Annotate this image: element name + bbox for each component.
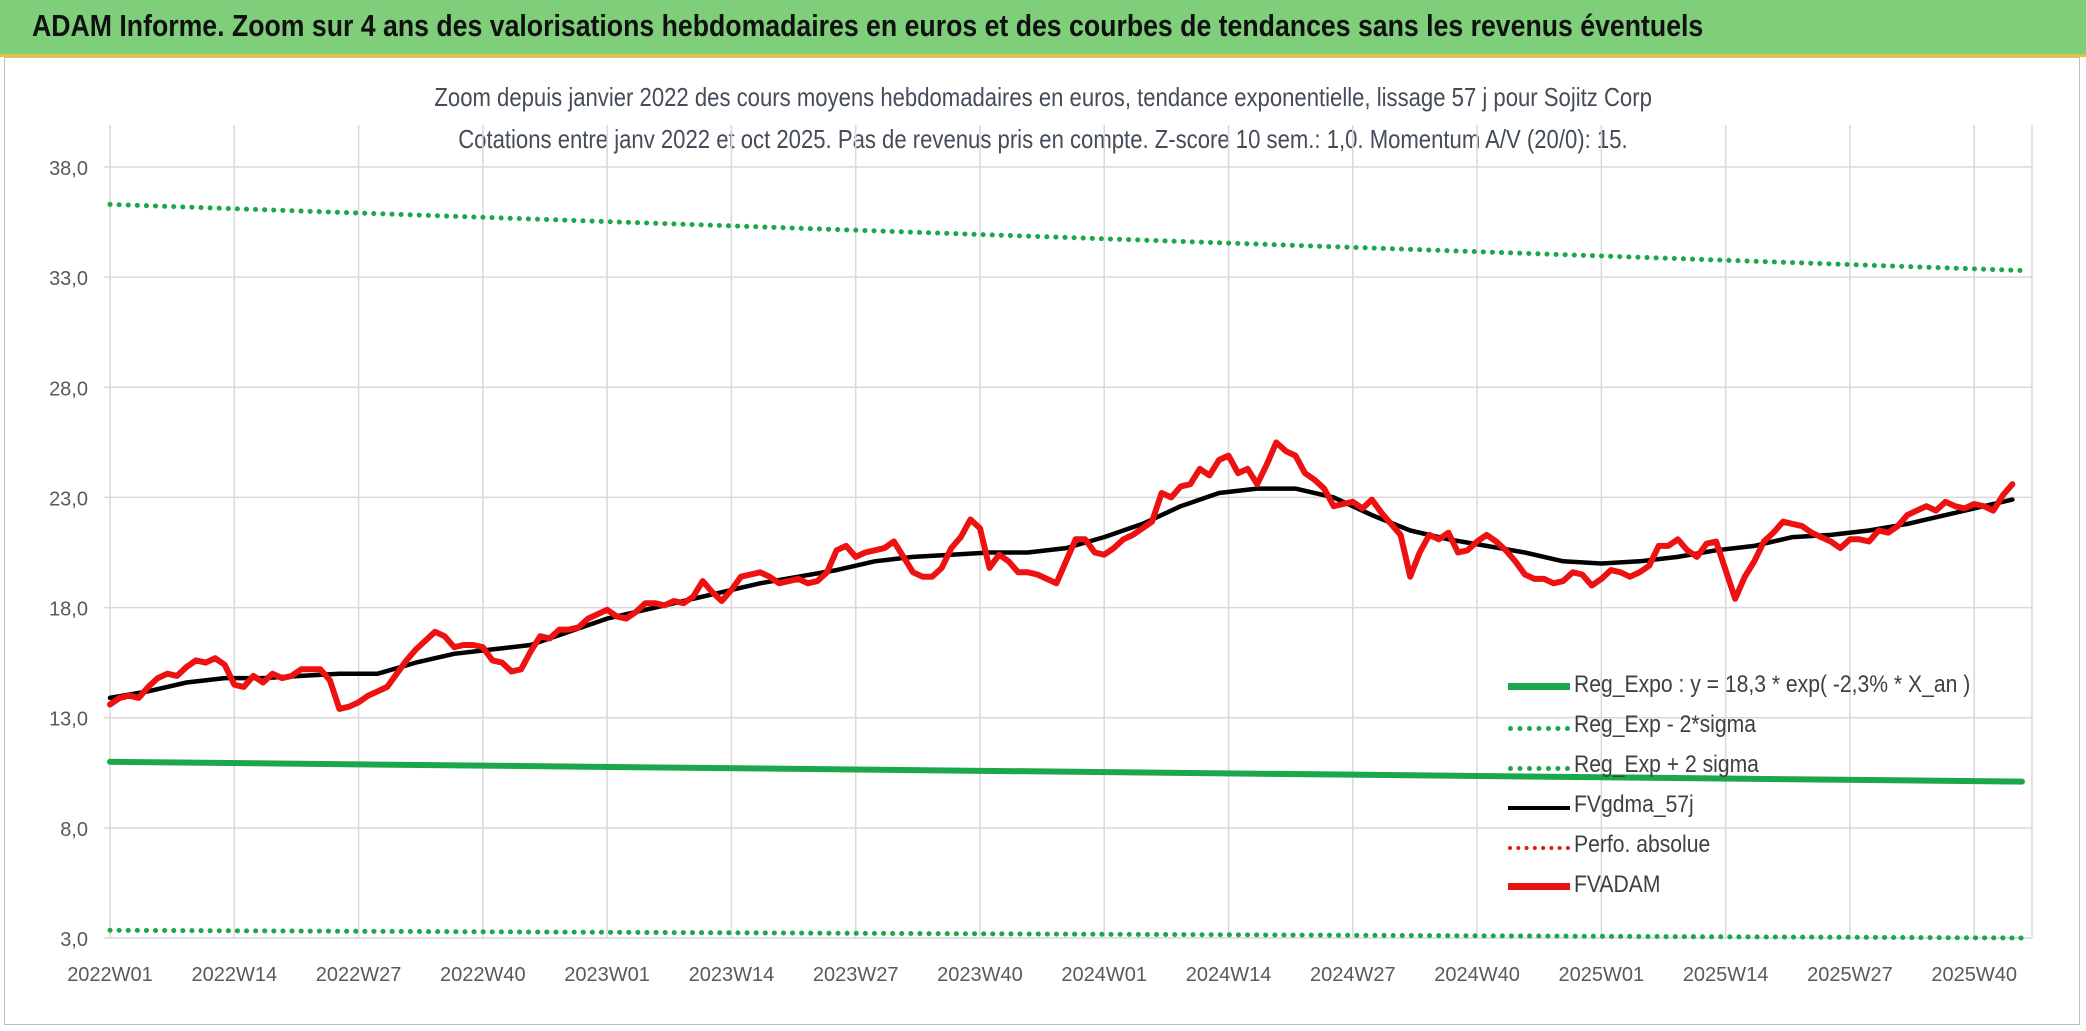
series-line-reg-exp-2-sigma [107, 201, 2025, 273]
chart-subtitle: Cotations entre janv 2022 et oct 2025. P… [0, 124, 2086, 155]
y-tick-label: 3,0 [60, 929, 88, 951]
x-tick-label: 2025W27 [1807, 964, 1893, 986]
series-line-fvgdma-57j [107, 486, 2015, 701]
legend-item-reg-plus: Reg_Exp + 2 sigma [1508, 748, 2068, 788]
y-tick-label: 13,0 [49, 709, 88, 731]
legend-label-reg-plus: Reg_Exp + 2 sigma [1574, 751, 1759, 778]
x-tick-label: 2023W40 [937, 964, 1023, 986]
legend-swatch-fvadam [1508, 883, 1570, 890]
y-tick-label: 38,0 [49, 158, 88, 180]
y-tick-label: 28,0 [49, 378, 88, 400]
x-tick-label: 2022W01 [67, 964, 153, 986]
chart-title: Zoom depuis janvier 2022 des cours moyen… [0, 82, 2086, 113]
x-tick-label: 2023W01 [564, 964, 650, 986]
legend-item-reg-expo: Reg_Expo : y = 18,3 * exp( -2,3% * X_an … [1508, 668, 2068, 708]
series-line-fvadam [107, 439, 2016, 712]
legend-label-perfo: Perfo. absolue [1574, 831, 1711, 858]
legend-label-fvgdma: FVgdma_57j [1574, 791, 1694, 818]
y-tick-label: 33,0 [49, 268, 88, 290]
legend-label-fvadam: FVADAM [1574, 871, 1661, 898]
legend-swatch-reg-expo [1508, 683, 1570, 690]
legend: Reg_Expo : y = 18,3 * exp( -2,3% * X_an … [1508, 668, 2068, 908]
x-tick-label: 2023W14 [689, 964, 775, 986]
y-tick-label: 8,0 [60, 819, 88, 841]
chart-frame [4, 57, 2080, 1025]
legend-swatch-fvgdma [1508, 806, 1570, 810]
x-tick-label: 2022W40 [440, 964, 526, 986]
x-tick-label: 2024W40 [1434, 964, 1520, 986]
legend-item-perfo: Perfo. absolue [1508, 828, 2068, 868]
legend-swatch-perfo [1508, 846, 1570, 850]
x-axis-ticks: 2022W01 2022W14 2022W27 2022W40 2023W01 2023W… [67, 964, 2017, 986]
x-tick-label: 2022W27 [316, 964, 402, 986]
y-tick-label: 23,0 [49, 488, 88, 510]
x-tick-label: 2023W27 [813, 964, 899, 986]
y-axis-ticks: 3,0 8,0 13,0 18,0 23,0 28,0 33,0 38,0 [49, 158, 88, 951]
grid-lines [104, 125, 2033, 939]
legend-item-fvgdma: FVgdma_57j [1508, 788, 2068, 828]
x-tick-label: 2024W01 [1061, 964, 1147, 986]
legend-label-reg-minus: Reg_Exp - 2*sigma [1574, 711, 1756, 738]
legend-label-reg-expo: Reg_Expo : y = 18,3 * exp( -2,3% * X_an … [1574, 671, 1971, 698]
x-tick-label: 2022W14 [191, 964, 277, 986]
legend-swatch-reg-plus [1508, 766, 1570, 771]
legend-item-reg-minus: Reg_Exp - 2*sigma [1508, 708, 2068, 748]
legend-item-fvadam: FVADAM [1508, 868, 2068, 908]
legend-swatch-reg-minus [1508, 726, 1570, 731]
x-tick-label: 2025W40 [1931, 964, 2017, 986]
x-tick-label: 2025W14 [1683, 964, 1769, 986]
x-tick-label: 2025W01 [1559, 964, 1645, 986]
series-line-reg-exp-2-sigma [107, 927, 2025, 941]
chart-title-text: Zoom depuis janvier 2022 des cours moyen… [434, 82, 1652, 112]
series-line-reg-expo-y-18-3-exp-2-3-x-an [107, 758, 2025, 785]
series-lines [107, 201, 2025, 941]
x-tick-label: 2024W27 [1310, 964, 1396, 986]
report-banner: ADAM Informe. Zoom sur 4 ans des valoris… [0, 0, 2086, 57]
x-tick-label: 2024W14 [1186, 964, 1272, 986]
y-tick-label: 18,0 [49, 599, 88, 621]
report-title: ADAM Informe. Zoom sur 4 ans des valoris… [32, 8, 1704, 43]
chart-subtitle-text: Cotations entre janv 2022 et oct 2025. P… [458, 124, 1628, 154]
